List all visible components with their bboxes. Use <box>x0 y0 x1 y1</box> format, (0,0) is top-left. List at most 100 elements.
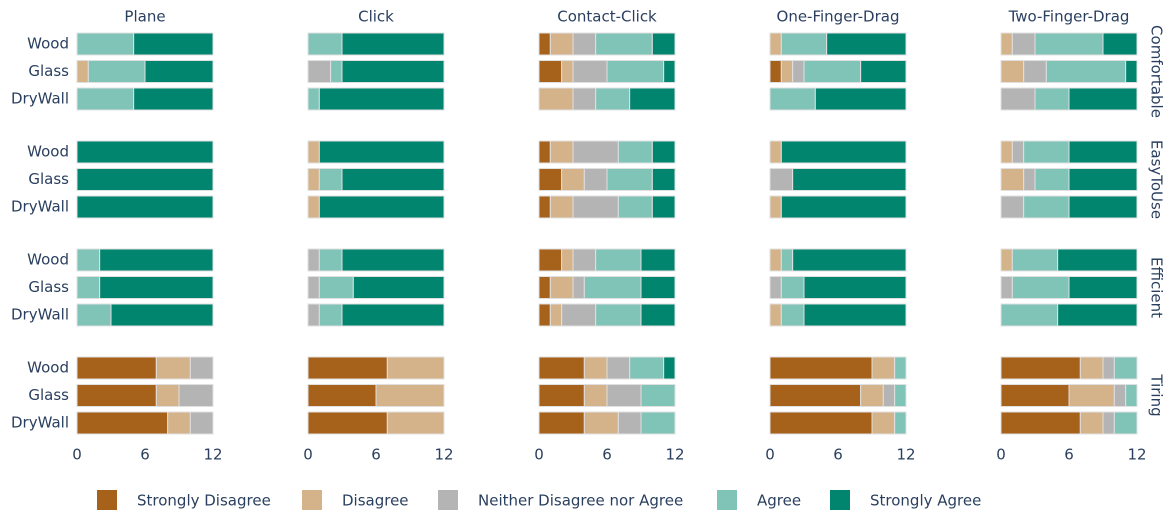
bar-segment <box>572 32 597 56</box>
legend-swatch <box>830 490 850 510</box>
x-tick-label: 0 <box>996 446 1006 464</box>
bar-segment <box>663 60 676 83</box>
category-label: Wood <box>27 143 69 161</box>
bar-segment <box>572 60 608 83</box>
bar-segment <box>572 195 619 219</box>
bar-segment <box>1034 87 1070 111</box>
bar-segment <box>375 384 445 407</box>
bar-segment <box>307 87 320 111</box>
bar-segment <box>1000 87 1036 111</box>
bar-segment <box>1102 356 1115 380</box>
bar-segment <box>76 87 135 111</box>
bar-segment <box>1011 32 1036 56</box>
bar-segment <box>780 195 907 219</box>
bar-segment <box>1023 195 1070 219</box>
bar-segment <box>318 276 354 299</box>
bar-segment <box>561 303 597 327</box>
bar-segment <box>894 384 907 407</box>
legend-label: Neither Disagree nor Agree <box>478 492 683 510</box>
bar-segment <box>538 195 551 219</box>
bar-segment <box>595 248 642 272</box>
bar-segment <box>76 140 214 164</box>
bar-segment <box>1011 140 1025 164</box>
bar-segment <box>307 168 320 191</box>
bar-segment <box>769 248 782 272</box>
bar-segment <box>307 411 388 435</box>
bar-segment <box>1113 384 1127 407</box>
bar-segment <box>1045 60 1127 83</box>
bar-segment <box>640 303 676 327</box>
category-label: Glass <box>28 278 69 296</box>
bar-segment <box>606 168 653 191</box>
x-tick-label: 0 <box>72 446 82 464</box>
bar-segment <box>155 384 180 407</box>
category-label: DryWall <box>11 198 69 216</box>
bar-segment <box>1068 168 1138 191</box>
bar-segment <box>167 411 191 435</box>
bar-segment <box>572 276 585 299</box>
bar-segment <box>572 248 597 272</box>
column-title: Click <box>358 8 394 26</box>
bar-segment <box>595 303 642 327</box>
bar-segment <box>318 87 445 111</box>
bar-segment <box>99 248 214 272</box>
bar-segment <box>583 356 608 380</box>
row-label: EasyToUse <box>1148 140 1166 219</box>
bar-segment <box>76 411 169 435</box>
bar-segment <box>341 32 445 56</box>
bar-segment <box>780 303 805 327</box>
bar-segment <box>549 32 574 56</box>
bar-segment <box>538 168 563 191</box>
bar-segment <box>76 303 112 327</box>
legend-swatch <box>97 490 117 510</box>
bar-segment <box>1079 411 1104 435</box>
category-label: DryWall <box>11 306 69 324</box>
bar-segment <box>860 384 884 407</box>
bar-segment <box>1023 140 1070 164</box>
bar-segment <box>341 248 445 272</box>
x-tick-label: 6 <box>833 446 843 464</box>
bar-segment <box>76 168 214 191</box>
bar-segment <box>318 303 343 327</box>
bar-segment <box>803 276 907 299</box>
bar-segment <box>769 195 782 219</box>
bar-segment <box>76 384 157 407</box>
row-label: Tiring <box>1148 373 1166 416</box>
bar-segment <box>307 276 320 299</box>
bar-segment <box>549 303 563 327</box>
category-label: DryWall <box>11 90 69 108</box>
bar-segment <box>792 248 907 272</box>
bar-segment <box>769 276 782 299</box>
bar-segment <box>572 140 619 164</box>
legend-label: Disagree <box>342 492 409 510</box>
column-title: Two-Finger-Drag <box>1008 8 1130 26</box>
bar-segment <box>894 411 907 435</box>
bar-segment <box>1068 140 1138 164</box>
bar-segment <box>1125 60 1138 83</box>
bar-segment <box>99 276 214 299</box>
bar-segment <box>307 140 320 164</box>
bar-segment <box>307 32 343 56</box>
bar-segment <box>1057 303 1138 327</box>
bar-segment <box>561 248 574 272</box>
bar-segment <box>1068 87 1138 111</box>
bar-segment <box>538 248 563 272</box>
bar-segment <box>341 168 445 191</box>
bar-segment <box>1011 276 1070 299</box>
bar-segment <box>318 140 445 164</box>
bar-segment <box>1000 411 1081 435</box>
bar-segment <box>307 303 320 327</box>
bar-segment <box>76 276 101 299</box>
bar-segment <box>651 195 676 219</box>
bar-segment <box>894 356 907 380</box>
bar-segment <box>640 276 676 299</box>
legend-label: Strongly Agree <box>870 492 981 510</box>
bar-segment <box>561 60 574 83</box>
bar-segment <box>307 356 388 380</box>
bar-segment <box>341 60 445 83</box>
x-tick-label: 0 <box>534 446 544 464</box>
x-tick-label: 12 <box>434 446 453 464</box>
legend-swatch <box>438 490 458 510</box>
bar-segment <box>87 60 146 83</box>
bar-segment <box>595 32 653 56</box>
